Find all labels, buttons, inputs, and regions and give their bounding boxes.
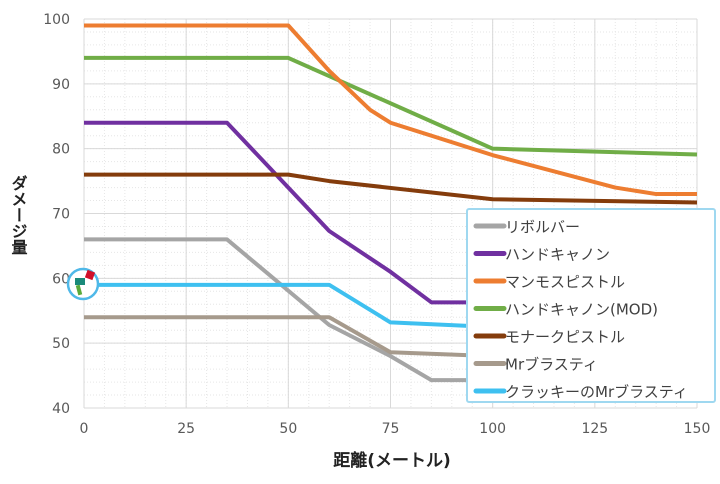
series-line-2	[84, 23, 697, 197]
y-tick-label: 80	[52, 142, 70, 158]
x-axis-label: 距離(メートル)	[333, 450, 451, 471]
x-tick-label: 75	[382, 421, 400, 437]
x-tick-label: 25	[177, 421, 195, 437]
y-tick-label: 70	[52, 207, 70, 223]
legend-box	[466, 208, 716, 403]
y-tick-label: 60	[52, 271, 70, 287]
y-tick-label: 40	[52, 401, 70, 417]
x-tick-label: 150	[684, 421, 711, 437]
legend-label: Mrブラスティ	[505, 356, 598, 374]
legend-label: リボルバー	[505, 218, 580, 236]
series-line-1	[84, 120, 697, 305]
legend-label: モナークピストル	[505, 328, 625, 346]
legend-label: ハンドキャノン	[505, 246, 610, 264]
legend-label: クラッキーのMrブラスティ	[505, 383, 688, 401]
y-tick-label: 100	[43, 12, 70, 28]
y-tick-label: 50	[52, 336, 70, 352]
x-tick-label: 125	[581, 421, 608, 437]
legend-label: マンモスピストル	[505, 273, 625, 291]
x-tick-label: 50	[279, 421, 297, 437]
x-tick-label: 100	[479, 421, 506, 437]
y-axis-label: ダメージ量	[9, 174, 28, 255]
weapon-icon	[66, 267, 100, 301]
y-tick-label: 90	[52, 77, 70, 93]
series-line-3	[84, 55, 698, 157]
legend-label: ハンドキャノン(MOD)	[505, 301, 658, 319]
series-line-4	[84, 172, 698, 205]
x-tick-label: 0	[80, 421, 89, 437]
